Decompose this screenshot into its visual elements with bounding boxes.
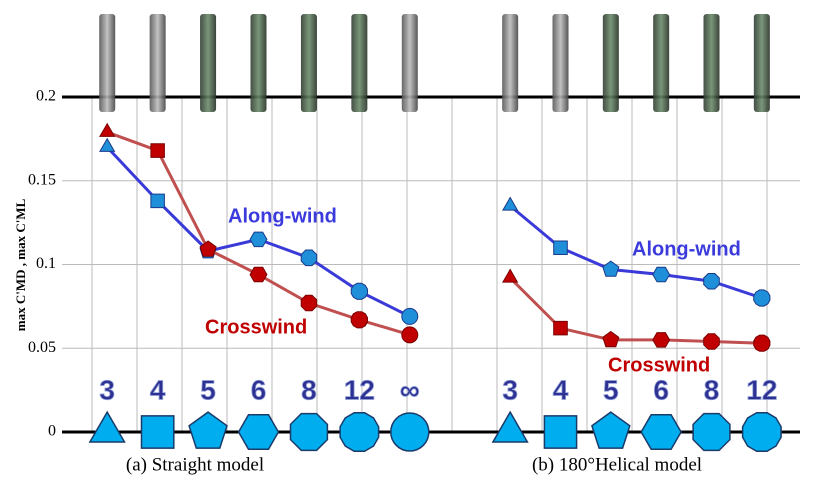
- y-tick-label: 0: [48, 423, 56, 440]
- data-point: [151, 194, 165, 208]
- category-label: 8: [704, 374, 720, 405]
- series-label: Along-wind: [228, 205, 337, 227]
- data-point: [503, 198, 518, 211]
- data-point: [301, 250, 317, 266]
- y-tick-label: 0.1: [36, 255, 56, 272]
- data-point: [151, 144, 165, 158]
- section-icon: [189, 412, 227, 448]
- section-icon: [493, 412, 528, 442]
- model-image: [351, 14, 367, 112]
- y-tick-label: 0.2: [36, 88, 56, 105]
- data-point: [351, 283, 367, 299]
- category-label: ∞: [400, 374, 420, 405]
- data-point: [754, 290, 770, 306]
- series-label: Along-wind: [632, 238, 741, 260]
- data-point: [402, 327, 418, 343]
- model-image: [251, 14, 267, 112]
- category-label: 6: [653, 374, 669, 405]
- data-point: [351, 312, 367, 328]
- data-point: [200, 241, 216, 256]
- data-point: [100, 139, 115, 152]
- category-label: 4: [150, 374, 166, 405]
- section-icon: [291, 414, 328, 451]
- data-point: [754, 335, 770, 351]
- y-axis-label: max C'MD , max C'ML: [13, 198, 28, 331]
- data-point: [250, 267, 267, 282]
- category-label: 8: [301, 374, 317, 405]
- panel-caption: (b) 180°Helical model: [532, 454, 702, 475]
- model-image: [200, 14, 216, 112]
- data-point: [554, 321, 568, 335]
- model-image: [704, 14, 720, 112]
- section-icon: [693, 414, 730, 451]
- model-image: [99, 14, 115, 112]
- model-image: [553, 14, 569, 112]
- category-label: 4: [553, 374, 569, 405]
- data-point: [402, 308, 418, 324]
- category-label: 5: [200, 374, 216, 405]
- category-label: 3: [502, 374, 518, 405]
- panel-caption: (a) Straight model: [126, 454, 264, 475]
- data-point: [503, 270, 518, 283]
- data-point: [554, 241, 568, 255]
- data-point: [704, 334, 720, 350]
- section-icon: [544, 416, 576, 448]
- data-point: [603, 261, 619, 276]
- data-point: [653, 267, 670, 282]
- data-point: [301, 295, 317, 311]
- series-label: Crosswind: [608, 354, 710, 376]
- section-icon: [592, 412, 630, 448]
- series-label: Crosswind: [205, 316, 307, 338]
- category-label: 12: [746, 374, 777, 405]
- chart: max C'MD , max C'ML 0 0.05 0.1 0.15 0.2 3 4 5 6 8…: [0, 0, 827, 487]
- category-label: 12: [344, 374, 375, 405]
- section-icon: [90, 412, 125, 442]
- category-label: 6: [251, 374, 267, 405]
- model-image: [402, 14, 418, 112]
- data-point: [704, 274, 720, 290]
- section-icon: [391, 413, 429, 451]
- model-image: [150, 14, 166, 112]
- model-image: [653, 14, 669, 112]
- series-line: [510, 278, 762, 343]
- data-point: [250, 232, 267, 247]
- section-icon: [641, 415, 681, 450]
- model-image: [603, 14, 619, 112]
- category-label: 5: [603, 374, 619, 405]
- section-icon: [142, 416, 174, 448]
- section-icon: [743, 413, 782, 452]
- model-image: [754, 14, 770, 112]
- model-image: [502, 14, 518, 112]
- model-image: [301, 14, 317, 112]
- y-tick-label: 0.15: [28, 171, 56, 188]
- y-tick-label: 0.05: [28, 339, 56, 356]
- section-icon: [340, 413, 379, 452]
- data-point: [653, 333, 670, 348]
- data-point: [603, 332, 619, 347]
- data-point: [100, 124, 115, 137]
- category-label: 3: [99, 374, 115, 405]
